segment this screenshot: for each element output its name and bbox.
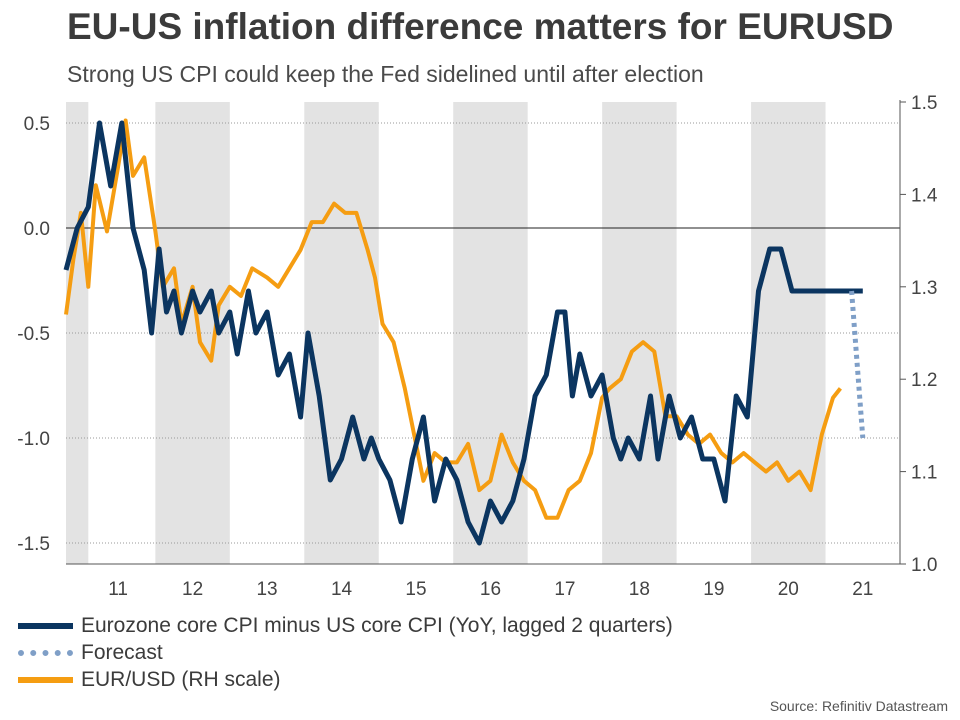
series-line-eurusd [64,118,842,520]
y-left-tick-label: -0.5 [17,324,50,345]
axes [66,100,906,565]
legend-item-eu-us-diff: Eurozone core CPI minus US core CPI (YoY… [18,612,673,639]
chart-title: EU-US inflation difference matters for E… [67,6,894,47]
legend-label-eu-us-diff: Eurozone core CPI minus US core CPI (YoY… [81,613,673,637]
legend-item-forecast: Forecast [18,639,673,666]
y-right-tick-label: 1.2 [911,370,937,391]
y-right-tick-label: 1.3 [911,278,937,299]
x-tick-label: 14 [331,579,353,600]
gridlines [66,122,900,544]
tick-labels: 0.5 0.0 -0.5 -1.0 -1.5 1.5 1.4 1.3 1.2 1.1 1.0 11 12… [17,93,938,600]
x-tick-label: 20 [778,579,799,600]
x-tick-label: 15 [405,579,426,600]
legend-item-eurusd: EUR/USD (RH scale) [18,666,673,693]
legend: Eurozone core CPI minus US core CPI (YoY… [18,612,673,693]
legend-label-forecast: Forecast [81,640,163,664]
y-right-tick-label: 1.1 [911,463,937,484]
legend-swatch-eurusd [18,676,73,683]
x-tick-label: 12 [182,579,203,600]
chart-canvas: 0.5 0.0 -0.5 -1.0 -1.5 1.5 1.4 1.3 1.2 1.1 1.0 11 12… [17,93,938,600]
x-tick-label: 19 [703,579,724,600]
y-right-tick-label: 1.5 [911,93,937,114]
legend-swatch-forecast [18,649,73,656]
series-lines [63,118,866,546]
legend-swatch-eu-us-diff [18,622,73,629]
y-right-tick-label: 1.4 [911,185,938,206]
series-line-forecast [849,290,866,439]
y-right-tick-label: 1.0 [911,555,937,576]
y-left-tick-label: 0.5 [24,114,50,135]
y-left-tick-label: -1.5 [17,534,50,555]
x-tick-label: 16 [480,579,501,600]
chart-subtitle: Strong US CPI could keep the Fed sidelin… [67,61,704,87]
series-line-eu-us-diff [63,120,863,546]
y-left-tick-label: 0.0 [24,219,50,240]
source-note: Source: Refinitiv Datastream [769,698,948,714]
x-tick-label: 17 [554,579,575,600]
x-tick-label: 21 [852,579,873,600]
x-tick-label: 13 [256,579,277,600]
x-tick-label: 11 [108,579,128,600]
legend-label-eurusd: EUR/USD (RH scale) [81,667,281,691]
x-tick-label: 18 [629,579,650,600]
y-left-tick-label: -1.0 [17,429,50,450]
